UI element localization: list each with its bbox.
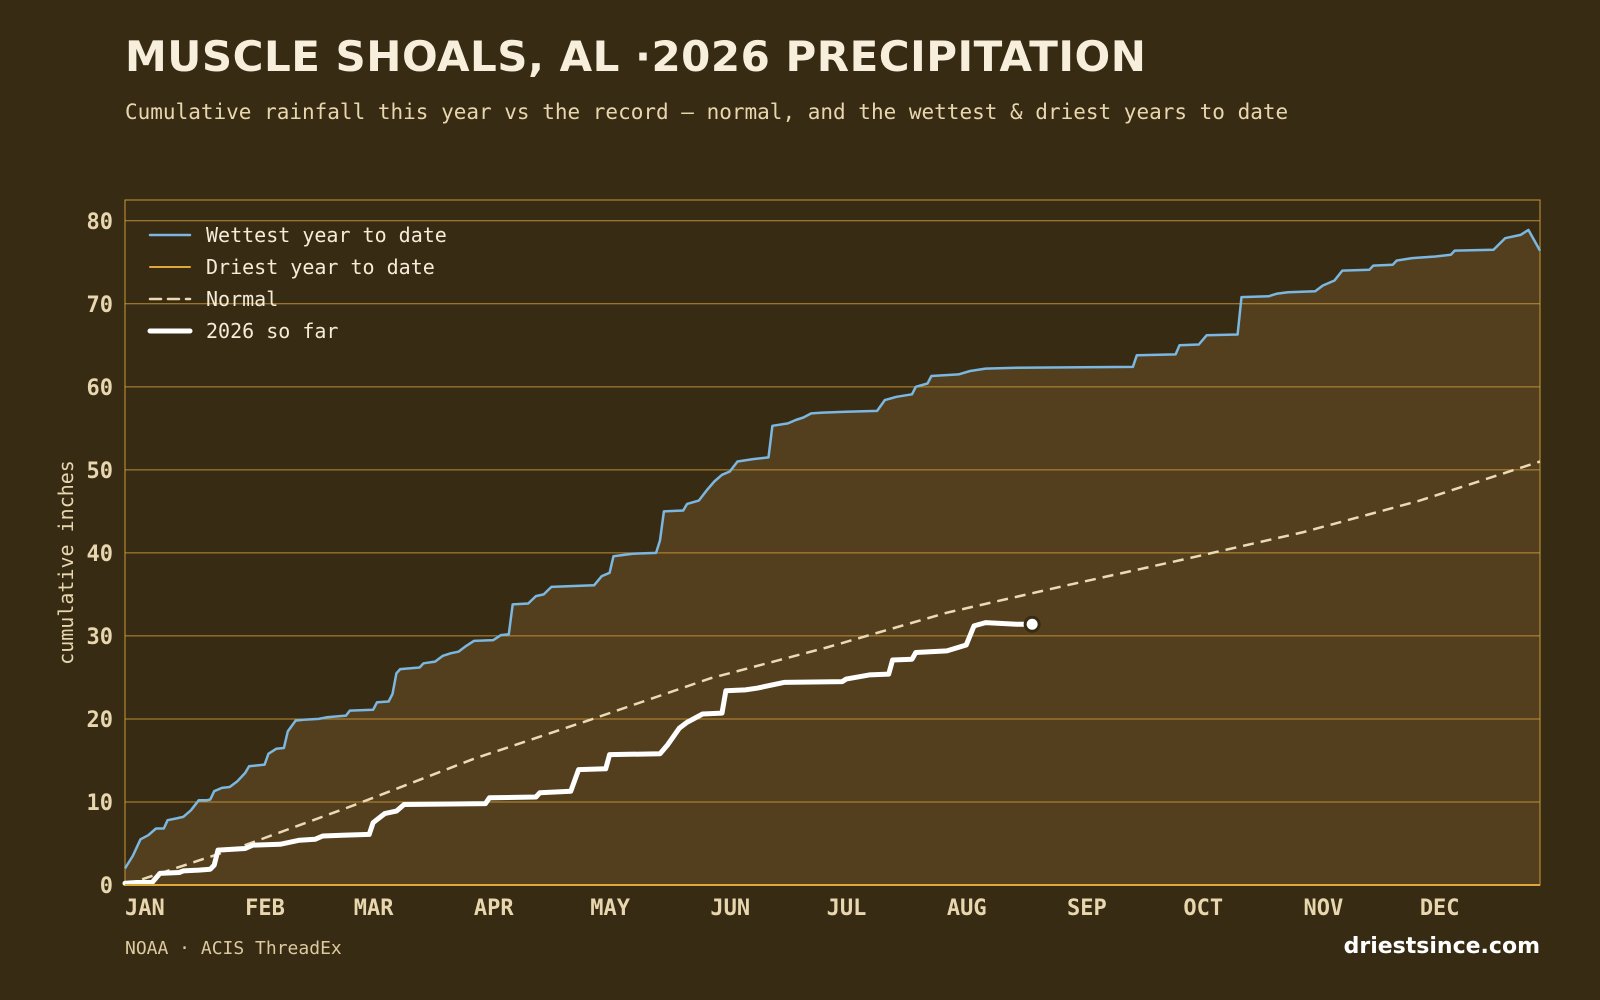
y-tick-label-60: 60: [87, 376, 114, 401]
brand-link[interactable]: driestsince.com: [1343, 934, 1540, 959]
x-tick-label-dec: DEC: [1420, 896, 1460, 921]
chart-title: MUSCLE SHOALS, AL ·2026 PRECIPITATION: [125, 32, 1147, 81]
y-tick-label-40: 40: [87, 542, 114, 567]
legend-label-current: 2026 so far: [206, 319, 338, 343]
y-tick-label-0: 0: [100, 874, 113, 899]
series-wettest-line: [123, 228, 1542, 870]
series-normal-line: [124, 460, 1541, 887]
x-tick-label-aug: AUG: [947, 896, 987, 921]
x-tick-label-jun: JUN: [710, 896, 750, 921]
y-tick-label-50: 50: [87, 459, 114, 484]
x-tick-label-may: MAY: [590, 896, 630, 921]
y-tick-label-20: 20: [87, 708, 114, 733]
y-tick-label-30: 30: [87, 625, 114, 650]
data-source: NOAA · ACIS ThreadEx: [125, 938, 342, 959]
series-current-line: [122, 620, 1035, 886]
x-tick-label-oct: OCT: [1183, 896, 1223, 921]
y-tick-label-80: 80: [87, 210, 114, 235]
y-axis-label: cumulative inches: [54, 460, 78, 665]
record-band-area: [125, 229, 1540, 885]
axes: 0 10 20 30 40 50 60 70 80 JAN FEB MAR APR MAY JUN JUL AU…: [54, 210, 1540, 921]
chart-subtitle: Cumulative rainfall this year vs the rec…: [125, 100, 1289, 124]
legend: Wettest year to date Driest year to date N…: [147, 223, 447, 343]
y-tick-label-70: 70: [87, 293, 114, 318]
x-tick-label-jan: JAN: [125, 896, 165, 921]
x-tick-label-sep: SEP: [1067, 896, 1107, 921]
current-endpoint-marker: [1023, 615, 1041, 633]
legend-label-driest: Driest year to date: [206, 255, 435, 279]
y-tick-label-10: 10: [87, 791, 114, 816]
x-tick-label-apr: APR: [474, 896, 514, 921]
x-tick-label-jul: JUL: [827, 896, 867, 921]
x-tick-label-mar: MAR: [354, 896, 394, 921]
record-band: [125, 229, 1540, 885]
x-tick-label-feb: FEB: [245, 896, 285, 921]
legend-label-wettest: Wettest year to date: [206, 223, 447, 247]
legend-label-normal: Normal: [206, 287, 278, 311]
x-tick-label-nov: NOV: [1304, 896, 1344, 921]
